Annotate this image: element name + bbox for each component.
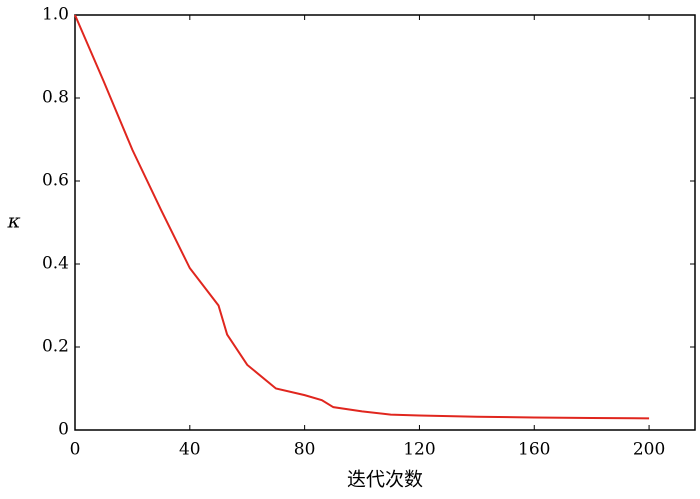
y-tick-label: 1.0 bbox=[42, 5, 69, 25]
y-axis-label: κ bbox=[6, 209, 20, 233]
data-line bbox=[74, 14, 650, 420]
y-tick-label: 0.6 bbox=[42, 171, 69, 191]
x-axis-label: 迭代次数 bbox=[347, 469, 423, 491]
y-tick-label: 0.8 bbox=[42, 88, 69, 108]
x-tick-label: 80 bbox=[294, 440, 316, 460]
x-tick-label: 200 bbox=[633, 440, 665, 460]
y-tick-label: 0 bbox=[58, 420, 69, 440]
plot-frame bbox=[74, 14, 696, 431]
x-tick-label: 120 bbox=[403, 440, 435, 460]
x-tick-label: 0 bbox=[70, 440, 81, 460]
y-tick-label: 0.4 bbox=[42, 254, 69, 274]
x-tick-label: 160 bbox=[518, 440, 550, 460]
y-tick-label: 0.2 bbox=[42, 337, 69, 357]
x-tick-label: 40 bbox=[179, 440, 201, 460]
